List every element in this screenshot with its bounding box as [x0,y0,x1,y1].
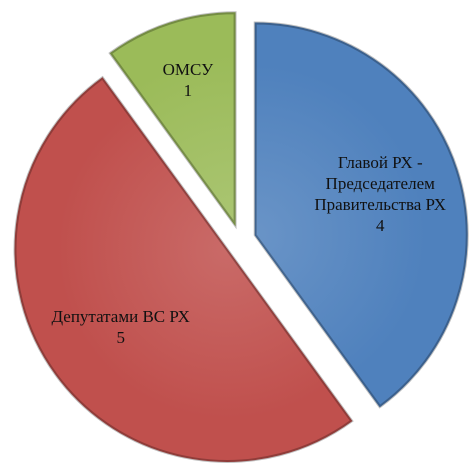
pie-slice [14,77,353,462]
slice-label: Главой РХ - Председателем Правительства … [305,152,455,236]
pie-slice [109,12,236,227]
pie-slice [254,22,468,408]
category-label: Депутатами ВС РХ [51,306,190,326]
slice-rim [108,11,237,230]
category-label: Главой РХ - Председателем Правительства … [314,153,447,215]
slice-label: Депутатами ВС РХ 5 [46,306,196,348]
value-label: 5 [116,327,125,347]
value-label: 4 [375,216,385,236]
category-label: ОМСУ [162,59,214,79]
slice-rim [13,75,354,463]
value-label: 1 [183,80,193,100]
slice-label: ОМСУ 1 [113,59,263,101]
slice-rim [253,21,469,409]
